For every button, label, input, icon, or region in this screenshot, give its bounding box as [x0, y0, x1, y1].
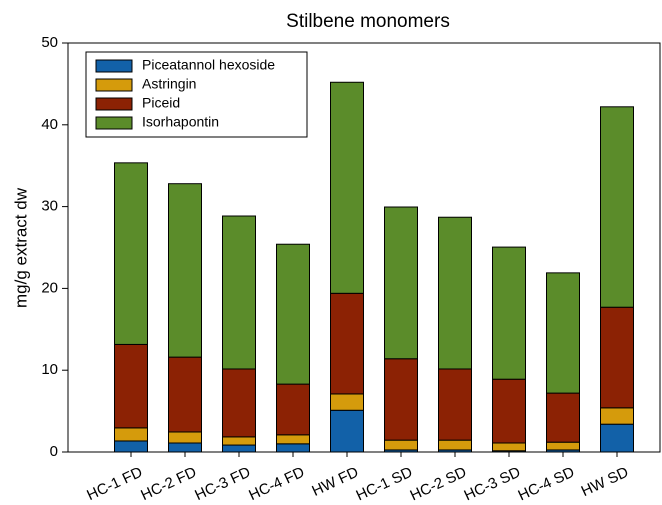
legend-swatch [95, 97, 133, 111]
bar-segment [276, 434, 310, 445]
bar-segment [600, 423, 634, 453]
bar-segment [600, 407, 634, 425]
bar-segment [168, 183, 202, 358]
bar-segment [438, 368, 472, 441]
bar-segment [546, 272, 580, 394]
legend-label: Piceatannol hexoside [142, 57, 275, 73]
x-tick-label: HC-3 FD [192, 464, 253, 504]
bar-segment [330, 292, 364, 395]
bar-segment [492, 246, 526, 380]
bar-segment [384, 358, 418, 441]
y-tick-label: 30 [41, 198, 58, 215]
bar-segment [546, 441, 580, 451]
bar-segment [276, 243, 310, 385]
bar-segment [168, 442, 202, 453]
bar-segment [276, 383, 310, 436]
bar-segment [600, 306, 634, 409]
bar-segment [222, 215, 256, 370]
legend-label: Piceid [142, 95, 180, 111]
x-tick-label: HW SD [579, 464, 632, 501]
x-tick-label: HC-1 FD [84, 464, 145, 504]
bar-segment [330, 393, 364, 411]
x-tick-label: HC-4 FD [246, 464, 307, 504]
bar-segment [222, 444, 256, 453]
x-tick-label: HC-3 SD [462, 464, 524, 505]
legend-label: Astringin [142, 76, 196, 92]
bar-segment [492, 442, 526, 452]
bar-segment [384, 439, 418, 451]
bar-segment [330, 409, 364, 453]
bar-segment [330, 81, 364, 294]
bar-segment [384, 206, 418, 360]
chart-title: Stilbene monomers [286, 11, 450, 32]
y-tick-label: 0 [50, 443, 58, 460]
bar-segment [114, 162, 148, 345]
x-tick-label: HC-4 SD [516, 464, 578, 505]
x-tick-label: HC-2 SD [408, 464, 470, 505]
y-tick-label: 40 [41, 116, 58, 133]
legend-swatch [95, 78, 133, 92]
bar-segment [438, 216, 472, 370]
bar-segment [546, 392, 580, 443]
y-axis-label: mg/g extract dw [11, 187, 30, 308]
legend-swatch [95, 59, 133, 73]
y-tick-label: 10 [41, 361, 58, 378]
bar-segment [222, 368, 256, 438]
x-tick-label: HW FD [309, 464, 361, 500]
legend-label: Isorhapontin [142, 114, 219, 130]
bar-segment [492, 378, 526, 444]
bar-segment [114, 343, 148, 429]
x-tick-label: HC-1 SD [354, 464, 416, 505]
bar-segment [114, 427, 148, 442]
bar-segment [600, 106, 634, 308]
y-tick-label: 20 [41, 279, 58, 296]
bar-segment [168, 356, 202, 433]
bar-segment [168, 431, 202, 444]
bar-segment [222, 436, 256, 446]
bar-segment [438, 439, 472, 451]
y-tick-label: 50 [41, 34, 58, 51]
plot-frame [67, 42, 661, 453]
bar-segment [114, 440, 148, 453]
x-tick-label: HC-2 FD [138, 464, 199, 504]
legend-swatch [95, 116, 133, 130]
bar-segment [276, 443, 310, 453]
